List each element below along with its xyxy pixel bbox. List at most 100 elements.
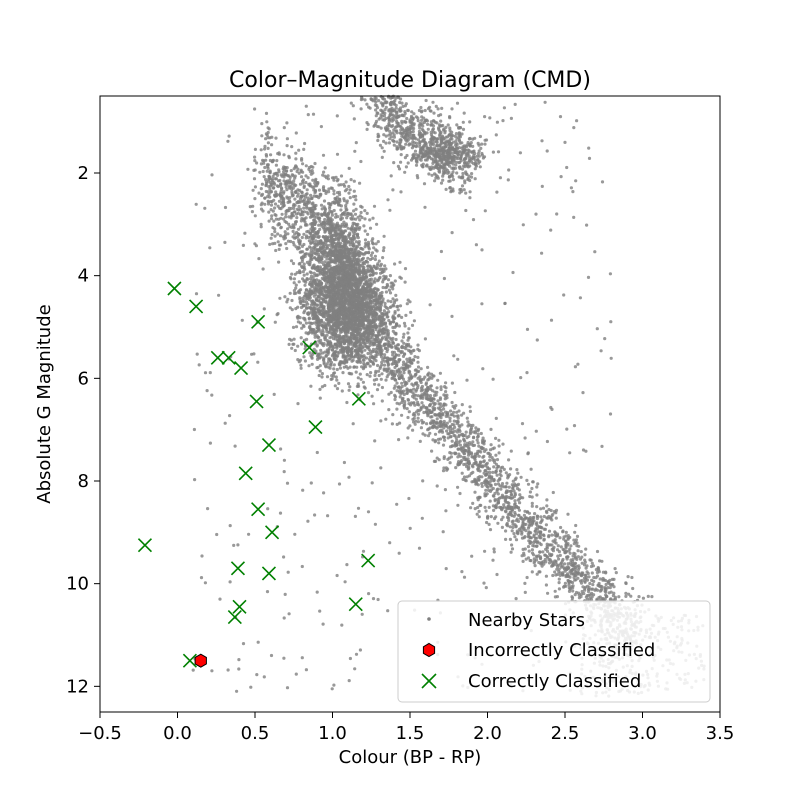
nearby-star-point	[445, 393, 449, 397]
nearby-star-point	[426, 365, 430, 369]
nearby-star-point	[329, 345, 333, 349]
nearby-star-point	[464, 430, 468, 434]
nearby-star-point	[363, 209, 367, 213]
nearby-star-point	[384, 378, 388, 382]
nearby-star-point	[366, 362, 370, 366]
nearby-star-point	[317, 373, 321, 378]
nearby-star-point	[544, 509, 549, 513]
nearby-star-point	[570, 581, 575, 585]
nearby-star-point	[362, 293, 367, 297]
nearby-star-point	[508, 525, 512, 529]
nearby-star-point	[427, 409, 431, 413]
nearby-star-point	[430, 372, 434, 376]
nearby-star-point	[503, 499, 507, 503]
nearby-star-point	[477, 464, 481, 468]
nearby-star-point	[513, 499, 517, 503]
nearby-star-point	[405, 391, 409, 395]
nearby-star-point	[303, 359, 307, 363]
nearby-star-point	[527, 549, 531, 553]
nearby-star-point	[393, 397, 397, 402]
nearby-star-point	[462, 452, 467, 456]
nearby-star-point	[320, 276, 324, 280]
nearby-star-point	[574, 578, 578, 582]
nearby-star-point	[312, 309, 316, 313]
nearby-star-point	[380, 385, 384, 390]
nearby-star-point	[336, 273, 340, 277]
nearby-star-point	[624, 591, 628, 596]
nearby-star-point	[569, 544, 573, 548]
nearby-star-point	[349, 290, 353, 294]
nearby-star-point	[406, 397, 410, 402]
nearby-star-point	[340, 389, 344, 393]
nearby-star-point	[477, 515, 481, 519]
nearby-star-point	[516, 471, 520, 475]
nearby-star-point	[356, 376, 360, 380]
nearby-star-point	[373, 257, 377, 262]
nearby-star-point	[353, 353, 358, 357]
nearby-star-point	[318, 369, 322, 373]
nearby-star-point	[448, 435, 453, 439]
nearby-star-point	[497, 444, 501, 448]
nearby-star-point	[383, 264, 387, 268]
nearby-star-point	[292, 291, 296, 296]
nearby-star-point	[384, 305, 388, 310]
nearby-star-point	[393, 393, 397, 397]
nearby-star-point	[320, 332, 325, 337]
nearby-star-point	[458, 491, 462, 496]
nearby-star-point	[489, 515, 493, 519]
nearby-star-point	[307, 317, 311, 321]
nearby-star-point	[624, 594, 628, 599]
nearby-star-point	[391, 341, 396, 345]
nearby-star-point	[359, 377, 363, 381]
nearby-star-point	[510, 547, 515, 551]
nearby-star-point	[338, 316, 342, 320]
nearby-star-point	[329, 377, 333, 381]
nearby-star-point	[310, 327, 314, 331]
nearby-star-point	[544, 583, 549, 587]
nearby-star-point	[353, 298, 357, 302]
nearby-star-point	[325, 348, 329, 352]
nearby-star-point	[327, 359, 331, 363]
nearby-star-point	[414, 419, 418, 423]
nearby-star-point	[424, 388, 428, 392]
nearby-star-point	[324, 354, 328, 358]
nearby-star-point	[290, 298, 294, 303]
nearby-star-point	[407, 327, 411, 331]
nearby-star-point	[294, 286, 298, 290]
nearby-star-point	[515, 517, 519, 521]
nearby-star-point	[543, 557, 547, 562]
nearby-star-point	[302, 316, 306, 320]
nearby-star-point	[347, 371, 351, 375]
nearby-star-point	[299, 336, 303, 340]
nearby-star-point	[604, 588, 608, 592]
nearby-star-point	[474, 426, 478, 430]
nearby-star-point	[347, 299, 351, 303]
nearby-star-point	[600, 585, 604, 589]
nearby-star-point	[513, 502, 517, 506]
nearby-star-point	[390, 357, 395, 361]
nearby-star-point	[273, 234, 277, 238]
nearby-star-point	[378, 267, 382, 271]
nearby-star-point	[384, 286, 388, 290]
nearby-star-point	[347, 339, 351, 343]
nearby-star-point	[373, 277, 377, 281]
nearby-star-point	[380, 360, 384, 364]
nearby-star-point	[598, 577, 602, 581]
nearby-star-point	[329, 294, 333, 299]
nearby-star-point	[315, 278, 319, 282]
nearby-star-point	[325, 375, 330, 379]
nearby-star-point	[335, 329, 339, 333]
nearby-star-point	[296, 344, 300, 348]
nearby-star-point	[312, 251, 316, 255]
nearby-star-point	[314, 239, 318, 243]
nearby-star-point	[308, 351, 312, 355]
nearby-star-point	[443, 438, 447, 442]
nearby-star-point	[400, 339, 404, 343]
nearby-star-point	[291, 325, 296, 329]
nearby-star-point	[368, 323, 372, 327]
nearby-star-point	[546, 555, 550, 559]
nearby-star-point	[359, 347, 363, 351]
nearby-star-point	[332, 363, 336, 367]
nearby-star-point	[553, 589, 557, 593]
nearby-star-point	[509, 449, 513, 453]
